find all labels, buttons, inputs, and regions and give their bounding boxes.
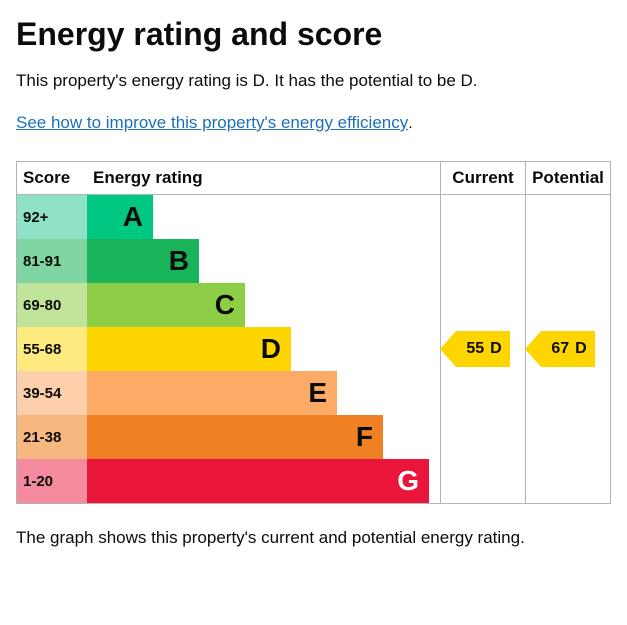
potential-arrow: 67 D [541, 331, 594, 367]
outro-text: The graph shows this property's current … [16, 528, 611, 548]
potential-cell [525, 371, 610, 415]
potential-cell [525, 283, 610, 327]
energy-rating-chart: Score Energy rating Current Potential 92… [16, 161, 611, 504]
rating-band-row: 81-91B [17, 239, 610, 283]
potential-arrow-value: 67 [551, 340, 569, 358]
header-current: Current [440, 162, 525, 194]
intro-text: This property's energy rating is D. It h… [16, 71, 611, 91]
band-rating-cell: G [87, 459, 440, 503]
current-arrow-value: 55 [466, 340, 484, 358]
band-score: 39-54 [17, 371, 87, 415]
chart-header-row: Score Energy rating Current Potential [17, 162, 610, 195]
current-cell [440, 371, 525, 415]
band-score: 55-68 [17, 327, 87, 371]
band-bar: G [87, 459, 429, 503]
potential-cell [525, 239, 610, 283]
header-potential: Potential [525, 162, 610, 194]
potential-cell [525, 195, 610, 239]
band-rating-cell: D [87, 327, 440, 371]
band-rating-cell: A [87, 195, 440, 239]
band-bar: B [87, 239, 199, 283]
current-cell: 55 D [440, 327, 525, 371]
band-rating-cell: B [87, 239, 440, 283]
rating-band-row: 39-54E [17, 371, 610, 415]
link-suffix: . [408, 115, 412, 132]
rating-band-row: 92+A [17, 195, 610, 239]
band-bar: F [87, 415, 383, 459]
band-score: 92+ [17, 195, 87, 239]
current-cell [440, 415, 525, 459]
current-cell [440, 459, 525, 503]
rating-band-row: 21-38F [17, 415, 610, 459]
current-cell [440, 239, 525, 283]
band-bar: D [87, 327, 291, 371]
rating-band-row: 69-80C [17, 283, 610, 327]
band-score: 81-91 [17, 239, 87, 283]
band-score: 1-20 [17, 459, 87, 503]
rating-band-row: 1-20G [17, 459, 610, 503]
potential-cell [525, 415, 610, 459]
band-bar: E [87, 371, 337, 415]
band-bar: A [87, 195, 153, 239]
current-cell [440, 195, 525, 239]
band-rating-cell: C [87, 283, 440, 327]
current-cell [440, 283, 525, 327]
band-rating-cell: F [87, 415, 440, 459]
current-arrow: 55 D [456, 331, 509, 367]
band-rating-cell: E [87, 371, 440, 415]
band-score: 21-38 [17, 415, 87, 459]
header-rating: Energy rating [87, 162, 440, 194]
page-title: Energy rating and score [16, 16, 611, 53]
rating-band-row: 55-68D55D67D [17, 327, 610, 371]
potential-cell [525, 459, 610, 503]
band-score: 69-80 [17, 283, 87, 327]
band-bar: C [87, 283, 245, 327]
potential-cell: 67 D [525, 327, 610, 371]
potential-arrow-letter: D [575, 340, 587, 358]
header-score: Score [17, 162, 87, 194]
current-arrow-letter: D [490, 340, 502, 358]
improve-efficiency-link[interactable]: See how to improve this property's energ… [16, 113, 408, 133]
